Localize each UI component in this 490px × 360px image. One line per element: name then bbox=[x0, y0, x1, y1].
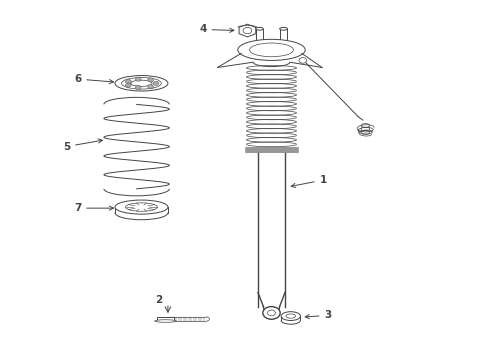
Text: 6: 6 bbox=[74, 74, 114, 84]
Text: 1: 1 bbox=[291, 175, 327, 188]
Text: 2: 2 bbox=[155, 294, 162, 305]
Ellipse shape bbox=[280, 27, 288, 30]
Circle shape bbox=[147, 78, 153, 82]
Text: 7: 7 bbox=[74, 203, 114, 213]
Ellipse shape bbox=[125, 203, 157, 211]
Circle shape bbox=[125, 83, 131, 87]
Circle shape bbox=[147, 85, 153, 89]
Ellipse shape bbox=[122, 77, 161, 89]
Ellipse shape bbox=[115, 76, 168, 91]
Text: 4: 4 bbox=[199, 24, 234, 35]
Circle shape bbox=[268, 310, 275, 316]
FancyBboxPatch shape bbox=[157, 317, 174, 321]
Ellipse shape bbox=[249, 43, 294, 57]
Ellipse shape bbox=[131, 80, 152, 86]
Ellipse shape bbox=[281, 312, 300, 320]
Ellipse shape bbox=[286, 314, 295, 318]
Circle shape bbox=[153, 81, 159, 85]
Circle shape bbox=[135, 77, 141, 81]
Circle shape bbox=[263, 307, 280, 319]
Ellipse shape bbox=[115, 200, 168, 214]
Ellipse shape bbox=[280, 47, 288, 50]
Circle shape bbox=[125, 79, 131, 84]
Ellipse shape bbox=[238, 39, 305, 60]
Ellipse shape bbox=[155, 320, 176, 322]
Circle shape bbox=[299, 58, 307, 63]
Circle shape bbox=[243, 27, 252, 34]
Ellipse shape bbox=[256, 47, 263, 50]
Circle shape bbox=[135, 85, 141, 90]
Text: 5: 5 bbox=[63, 139, 102, 152]
Ellipse shape bbox=[256, 27, 263, 30]
Text: 3: 3 bbox=[305, 310, 332, 320]
Polygon shape bbox=[239, 24, 256, 37]
